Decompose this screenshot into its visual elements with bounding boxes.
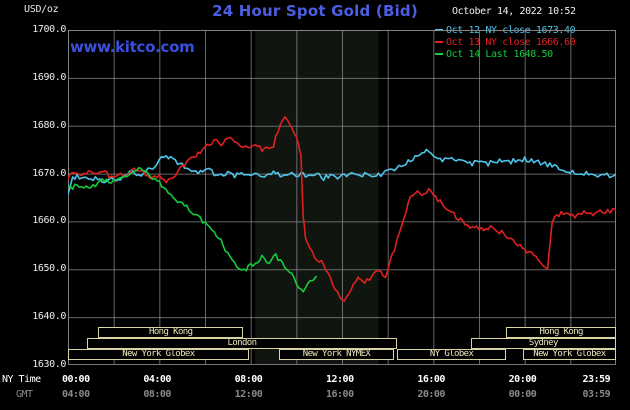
y-axis-tick-label: 1640.0 [32, 311, 66, 323]
session-bar: New York Globex [68, 349, 249, 360]
gmt-tick-label: 04:00 [62, 389, 90, 400]
ny-time-tick-label: 20:00 [508, 374, 537, 385]
session-bar: New York NYMEX [278, 349, 395, 360]
price-series-line [68, 166, 317, 293]
y-axis-tick-label: 1700.0 [32, 24, 66, 35]
gmt-tick-label: 16:00 [326, 389, 354, 400]
y-axis-tick-label: 1630.0 [32, 359, 66, 370]
time-axis: NY Time GMT 00:00 04:00 04:00 08:00 08:00 12:00… [0, 372, 630, 410]
page-title: 24 Hour Spot Gold (Bid) [212, 2, 418, 20]
ny-time-tick-label: 12:00 [326, 374, 354, 385]
gmt-axis-label: GMT [16, 389, 33, 400]
session-bar: Sydney [470, 338, 616, 349]
session-shading-band [255, 30, 379, 365]
legend-item: Oct 14 Last 1648.50 [435, 48, 613, 60]
gmt-tick-label: 00:00 [508, 389, 537, 400]
market-session-bars: Hong Kong Hong Kong London Sydney New York G… [68, 327, 616, 360]
legend-color-swatch [435, 41, 443, 43]
gmt-tick-label: 03:59 [582, 389, 611, 400]
price-plot [68, 30, 616, 365]
quote-timestamp: October 14, 2022 10:52 [452, 6, 576, 17]
ny-time-tick-label: 08:00 [234, 374, 263, 385]
y-axis-tick-label: 1670.0 [32, 167, 66, 179]
ny-time-axis-label: NY Time [2, 374, 41, 385]
legend-item-label: Oct 14 Last 1648.50 [446, 48, 553, 60]
gmt-tick-label: 20:00 [417, 389, 445, 400]
plot-frame [68, 30, 616, 365]
ny-time-tick-label: 00:00 [62, 374, 90, 385]
price-plot-svg [68, 30, 616, 365]
y-axis-unit-label: USD/oz [24, 4, 59, 15]
y-axis-tick-label: 1690.0 [32, 71, 66, 83]
gmt-tick-label: 08:00 [143, 389, 171, 400]
kitco-watermark: www.kitco.com [70, 38, 195, 56]
ny-time-tick-label: 04:00 [143, 374, 171, 385]
y-axis-tick-label: 1680.0 [32, 119, 66, 131]
price-series-line [68, 115, 616, 302]
y-axis: 1700.0 1690.0 1680.0 1670.0 1660.0 1650.0 1640… [0, 0, 66, 410]
ny-time-tick-label: 16:00 [417, 374, 445, 385]
y-axis-tick-label: 1660.0 [32, 215, 66, 227]
legend-color-swatch [435, 53, 443, 55]
price-series-line [68, 148, 616, 196]
ny-time-tick-label: 23:59 [582, 374, 611, 385]
legend-item-label: Oct 13 NY close 1666.60 [446, 36, 576, 48]
session-bar: New York Globex [522, 349, 616, 360]
legend-item: Oct 13 NY close 1666.60 [435, 36, 613, 48]
gmt-tick-label: 12:00 [234, 389, 263, 400]
session-bar: Hong Kong [98, 327, 244, 338]
session-bar: Hong Kong [506, 327, 616, 338]
session-bar: NY Globex [396, 349, 507, 360]
y-axis-tick-label: 1650.0 [32, 263, 66, 275]
session-bar: London [87, 338, 397, 349]
